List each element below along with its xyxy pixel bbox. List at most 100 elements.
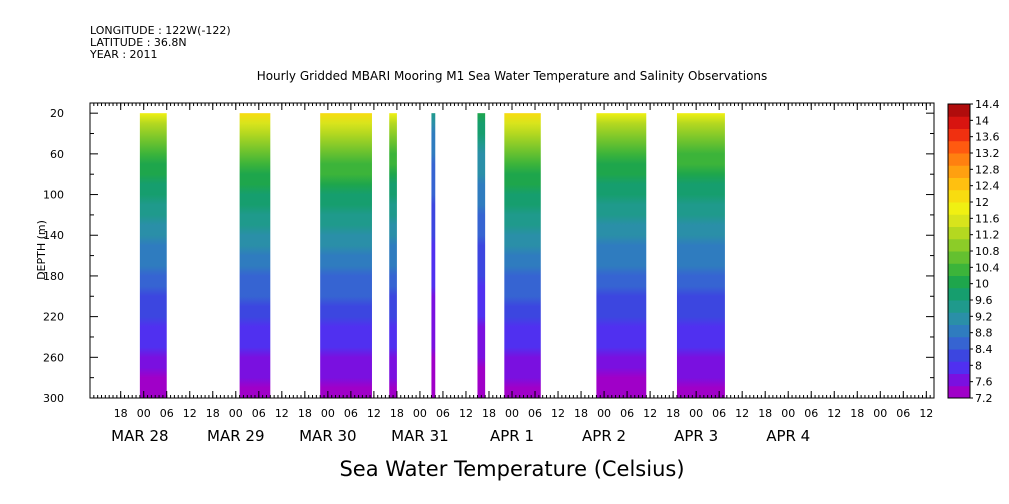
colorbar-segment — [948, 300, 970, 313]
x-tick-label: 12 — [367, 407, 381, 420]
colorbar-segment — [948, 251, 970, 264]
colorbar-label: 14.4 — [975, 98, 1000, 111]
x-tick-label: 18 — [114, 407, 128, 420]
colorbar-label: 10.4 — [975, 261, 1000, 274]
colorbar-segment — [948, 263, 970, 276]
x-date-label: MAR 29 — [207, 427, 264, 445]
longitude-label: LONGITUDE : 122W(-122) — [90, 24, 231, 37]
x-tick-label: 06 — [252, 407, 266, 420]
colorbar-segment — [948, 140, 970, 154]
x-tick-label: 12 — [643, 407, 657, 420]
data-blocks — [139, 113, 725, 398]
colorbar-label: 9.6 — [975, 294, 993, 307]
x-tick-label: 18 — [206, 407, 220, 420]
chart-title: Hourly Gridded MBARI Mooring M1 Sea Wate… — [257, 69, 768, 83]
x-date-label: APR 2 — [582, 427, 626, 445]
x-tick-label: 12 — [183, 407, 197, 420]
data-block — [389, 113, 397, 398]
x-tick-label: 18 — [758, 407, 772, 420]
x-tick-label: 00 — [413, 407, 427, 420]
data-block — [596, 113, 647, 398]
x-tick-label: 06 — [160, 407, 174, 420]
data-block — [477, 113, 486, 398]
colorbar-label: 7.6 — [975, 376, 993, 389]
x-tick-label: 00 — [873, 407, 887, 420]
data-block — [504, 113, 541, 398]
colorbar-label: 11.2 — [975, 229, 1000, 242]
colorbar-segment — [948, 128, 970, 142]
x-tick-label: 18 — [850, 407, 864, 420]
colorbar-label: 7.2 — [975, 392, 993, 405]
colorbar-segment — [948, 202, 970, 215]
y-tick-label: 140 — [43, 229, 64, 242]
y-tick-label: 100 — [43, 189, 64, 202]
y-tick-label: 260 — [43, 351, 64, 364]
colorbar-segment — [948, 153, 970, 166]
x-tick-label: 12 — [827, 407, 841, 420]
x-tick-label: 06 — [436, 407, 450, 420]
x-tick-label: 06 — [528, 407, 542, 420]
y-tick-label: 300 — [43, 392, 64, 405]
x-date-label: MAR 31 — [391, 427, 448, 445]
x-date-label: MAR 30 — [299, 427, 356, 445]
x-tick-label: 06 — [620, 407, 634, 420]
x-tick-label: 00 — [229, 407, 243, 420]
colorbar-segment — [948, 287, 970, 301]
colorbar-label: 12 — [975, 196, 989, 209]
x-tick-label: 18 — [482, 407, 496, 420]
x-date-label: APR 3 — [674, 427, 718, 445]
x-tick-label: 12 — [275, 407, 289, 420]
data-block — [320, 113, 372, 398]
colorbar-segment — [948, 177, 970, 191]
colorbar-label: 12.4 — [975, 180, 1000, 193]
colorbar-segment — [948, 104, 970, 117]
colorbar-label: 13.6 — [975, 131, 1000, 144]
x-axis-label: Sea Water Temperature (Celsius) — [339, 457, 684, 481]
colorbar-segment — [948, 336, 970, 350]
colorbar-label: 14 — [975, 114, 989, 127]
x-tick-label: 18 — [390, 407, 404, 420]
colorbar-label: 10.8 — [975, 245, 1000, 258]
y-tick-label: 60 — [50, 148, 64, 161]
x-date-label: APR 1 — [490, 427, 534, 445]
x-tick-label: 00 — [321, 407, 335, 420]
x-tick-label: 12 — [919, 407, 933, 420]
y-tick-label: 20 — [50, 107, 64, 120]
x-date-label: APR 4 — [766, 427, 810, 445]
x-tick-label: 06 — [712, 407, 726, 420]
colorbar-segment — [948, 361, 970, 374]
colorbar-label: 11.6 — [975, 212, 1000, 225]
colorbar-segment — [948, 214, 970, 227]
y-tick-label: 180 — [43, 270, 64, 283]
colorbar-segment — [948, 275, 970, 289]
colorbar-segment — [948, 165, 970, 178]
colorbar-label: 13.2 — [975, 147, 1000, 160]
colorbar-segment — [948, 349, 970, 362]
x-tick-label: 00 — [137, 407, 151, 420]
latitude-label: LATITUDE : 36.8N — [90, 36, 187, 49]
colorbar: 14.4 14 13.6 13.2 12.8 12.4 12 11.6 11.2 10.8 10.4… — [947, 98, 1000, 405]
x-tick-label: 06 — [804, 407, 818, 420]
data-block — [239, 113, 271, 398]
colorbar-label: 10 — [975, 278, 989, 291]
colorbar-segment — [948, 385, 970, 399]
x-tick-label: 12 — [459, 407, 473, 420]
colorbar-segment — [948, 189, 970, 203]
colorbar-label: 8.8 — [975, 327, 993, 340]
colorbar-label: 8.4 — [975, 343, 993, 356]
colorbar-label: 12.8 — [975, 163, 1000, 176]
colorbar-segment — [948, 312, 970, 325]
x-date-label: MAR 28 — [111, 427, 168, 445]
colorbar-segment — [948, 324, 970, 338]
x-tick-label: 12 — [551, 407, 565, 420]
colorbar-label: 8 — [975, 359, 982, 372]
colorbar-segment — [948, 373, 970, 387]
x-tick-label: 06 — [896, 407, 910, 420]
x-tick-label: 18 — [666, 407, 680, 420]
x-tick-label: 00 — [689, 407, 703, 420]
x-tick-label: 00 — [505, 407, 519, 420]
x-tick-label: 06 — [344, 407, 358, 420]
x-tick-label: 18 — [574, 407, 588, 420]
y-tick-label: 220 — [43, 311, 64, 324]
